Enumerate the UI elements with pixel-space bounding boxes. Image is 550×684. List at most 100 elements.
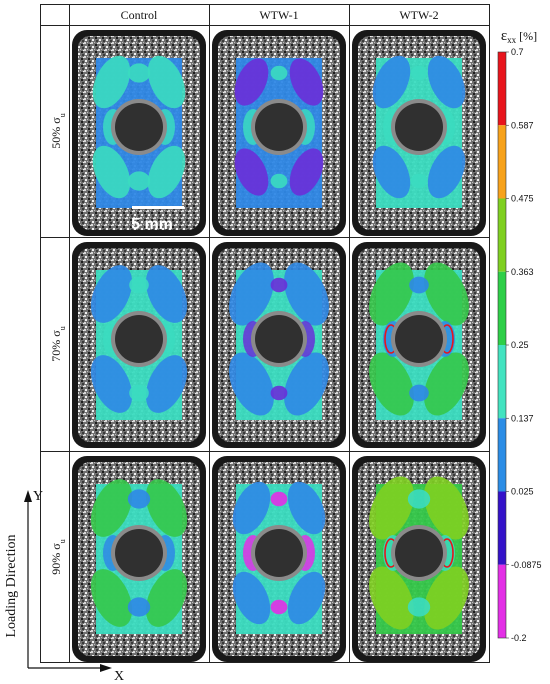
- strain-contour: [289, 148, 324, 196]
- strain-contour: [372, 55, 411, 109]
- strain-panel: [352, 30, 486, 236]
- strain-panel: [72, 242, 206, 448]
- row-label-90: 90% σu: [49, 539, 67, 574]
- strain-contour: [409, 276, 429, 294]
- strain-contour: [369, 566, 414, 630]
- strain-contour: [127, 171, 151, 191]
- strain-contour: [424, 566, 469, 630]
- colorbar-tick-label: 0.363: [511, 267, 534, 277]
- strain-contour: [129, 384, 149, 402]
- colorbar-tick-label: -0.0875: [511, 560, 542, 570]
- strain-contour: [234, 148, 269, 196]
- scale-bar-line: [132, 206, 184, 209]
- panel-grid: [40, 4, 490, 663]
- column-header-control: Control: [121, 8, 158, 22]
- colorbar-tick-label: 0.25: [511, 340, 529, 350]
- strain-contour: [129, 276, 149, 294]
- strain-panel: [352, 242, 486, 448]
- strain-panel: [72, 30, 206, 236]
- strain-contour: [424, 476, 469, 540]
- strain-contour: [127, 63, 151, 83]
- strain-contour: [407, 597, 431, 617]
- hole: [115, 315, 163, 363]
- hole: [395, 529, 443, 577]
- strain-contour: [92, 55, 131, 109]
- colorbar-segment: [498, 564, 506, 638]
- hole: [115, 103, 163, 151]
- column-header-wtw-1: WTW-1: [259, 8, 298, 22]
- strain-contour: [289, 58, 324, 106]
- hole: [255, 103, 303, 151]
- hole: [115, 529, 163, 577]
- strain-contour: [369, 262, 414, 326]
- strain-contour: [147, 55, 186, 109]
- colorbar-tick-label: 0.025: [511, 487, 534, 497]
- x-axis-label: X: [114, 669, 124, 684]
- loading-direction-label: Loading Direction: [4, 534, 19, 637]
- strain-contour: [90, 265, 133, 323]
- colorbar: εxx [%] 0.7 0.587 0.475 0.363 0.25 0.137 0.025 -…: [497, 28, 542, 643]
- column-header-wtw-2: WTW-2: [399, 8, 438, 22]
- strain-contour: [127, 489, 151, 509]
- row-label-70: 70% σu: [49, 326, 67, 361]
- colorbar-segment: [498, 345, 506, 419]
- strain-contour: [270, 599, 288, 615]
- strain-contour: [270, 65, 288, 81]
- strain-contour: [424, 262, 469, 326]
- y-axis-label: Y: [33, 489, 43, 504]
- strain-contour: [270, 173, 288, 189]
- strain-contour: [232, 481, 271, 535]
- strain-contour: [145, 569, 188, 627]
- strain-contour: [92, 145, 131, 199]
- strain-panels: [72, 30, 486, 662]
- strain-contour: [145, 265, 188, 323]
- colorbar-tick-label: 0.137: [511, 413, 534, 423]
- hole: [395, 315, 443, 363]
- strain-contour: [90, 355, 133, 413]
- strain-panel: [352, 456, 486, 662]
- strain-contour: [270, 277, 288, 293]
- colorbar-title: εxx [%]: [501, 28, 537, 45]
- strain-panel: [212, 456, 346, 662]
- strain-contour: [407, 489, 431, 509]
- strain-contour: [232, 571, 271, 625]
- scale-bar: 5 mm: [131, 206, 184, 233]
- strain-contour: [90, 569, 133, 627]
- strain-contour: [287, 481, 326, 535]
- colorbar-tick-label: 0.7: [511, 47, 524, 57]
- colorbar-segment: [498, 418, 506, 492]
- strain-contour: [369, 352, 414, 416]
- hole: [255, 529, 303, 577]
- strain-contour: [410, 65, 428, 81]
- y-arrowhead-icon: [24, 490, 32, 502]
- strain-contour: [424, 352, 469, 416]
- colorbar-tick-label: 0.587: [511, 120, 534, 130]
- strain-contour: [147, 145, 186, 199]
- strain-panel: [212, 30, 346, 236]
- strain-contour: [427, 55, 466, 109]
- strain-contour: [145, 355, 188, 413]
- colorbar-tick-label: -0.2: [511, 633, 527, 643]
- strain-contour: [284, 352, 329, 416]
- strain-contour: [410, 173, 428, 189]
- strain-contour: [284, 262, 329, 326]
- strain-contour: [229, 352, 274, 416]
- strain-contour: [229, 262, 274, 326]
- colorbar-segment: [498, 52, 506, 126]
- colorbar-segment: [498, 491, 506, 565]
- strain-contour: [369, 476, 414, 540]
- x-arrowhead-icon: [100, 664, 112, 672]
- hole: [395, 103, 443, 151]
- axes-indicator: [24, 490, 112, 672]
- strain-contour: [372, 145, 411, 199]
- strain-contour: [427, 145, 466, 199]
- strain-contour: [234, 58, 269, 106]
- scale-bar-label: 5 mm: [131, 216, 173, 233]
- strain-contour: [409, 384, 429, 402]
- strain-contour: [145, 479, 188, 537]
- strain-contour: [90, 479, 133, 537]
- strain-contour: [270, 491, 288, 507]
- strain-contour: [270, 385, 288, 401]
- colorbar-segment: [498, 271, 506, 345]
